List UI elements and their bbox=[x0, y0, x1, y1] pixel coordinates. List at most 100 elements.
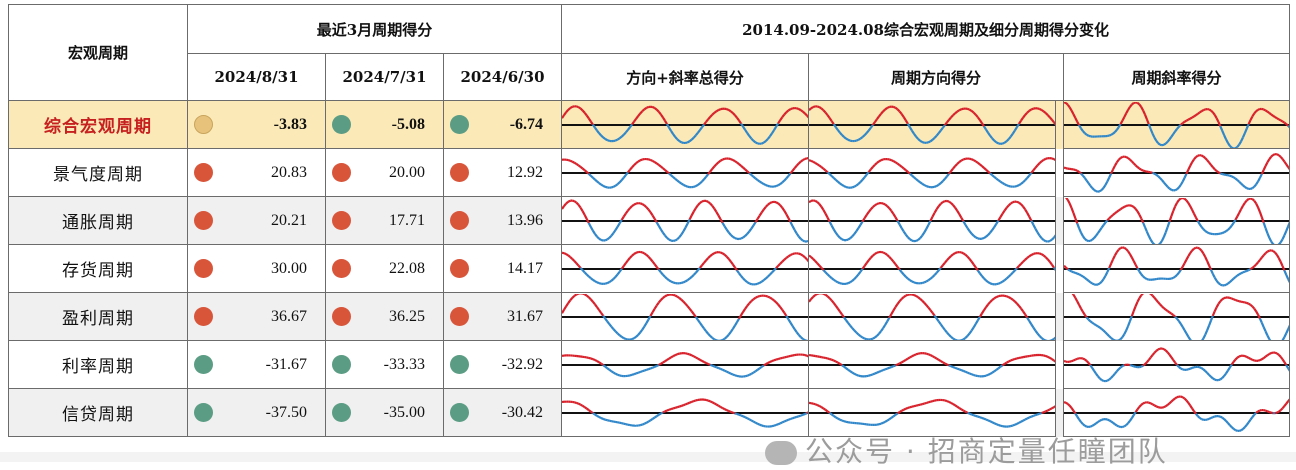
sparkline-segment bbox=[1277, 118, 1279, 119]
sparkline-segment bbox=[1046, 158, 1048, 159]
sparkline-segment bbox=[885, 321, 887, 325]
sparkline-segment bbox=[1243, 427, 1245, 429]
sparkline-segment bbox=[1107, 177, 1109, 181]
score-value: 17.71 bbox=[389, 212, 425, 230]
sparkline-segment bbox=[844, 421, 846, 422]
sparkline-segment bbox=[1239, 141, 1241, 144]
sparkline-segment bbox=[599, 283, 601, 284]
sparkline-segment bbox=[1166, 184, 1168, 186]
sparkline-segment bbox=[583, 405, 585, 406]
sparkline-segment bbox=[1040, 235, 1042, 238]
sparkline-segment bbox=[1111, 337, 1113, 338]
sparkline-segment bbox=[727, 229, 729, 232]
sparkline-segment bbox=[648, 420, 650, 421]
sparkline-segment bbox=[611, 278, 613, 280]
sparkline-segment bbox=[1072, 207, 1074, 212]
sparkline-segment bbox=[702, 179, 704, 181]
sparkline-segment bbox=[1031, 415, 1033, 416]
sparkline-segment bbox=[655, 365, 657, 366]
sparkline-segment bbox=[902, 297, 904, 299]
sparkline-segment bbox=[1092, 237, 1094, 239]
sparkline-segment bbox=[1217, 280, 1219, 282]
sparkline-segment bbox=[858, 181, 860, 183]
sparkline-segment bbox=[749, 301, 751, 303]
sparkline-segment bbox=[716, 404, 718, 405]
sparkline-segment bbox=[842, 134, 844, 136]
sparkline-segment bbox=[805, 158, 807, 159]
sparkline-segment bbox=[1241, 137, 1243, 141]
watermark-text: 公众号 · 招商定量任瞳团队 bbox=[805, 435, 1168, 468]
sparkline-segment bbox=[1220, 233, 1222, 234]
sparkline-segment bbox=[805, 113, 807, 115]
sparkline-segment bbox=[1218, 301, 1220, 304]
sparkline-segment bbox=[659, 225, 661, 228]
sparkline-segment bbox=[700, 265, 702, 268]
sparkline-segment bbox=[978, 416, 980, 417]
sparkline-segment bbox=[1171, 399, 1173, 401]
sparkline-segment bbox=[737, 162, 739, 164]
sparkline-segment bbox=[725, 254, 727, 256]
signal-dot-icon bbox=[194, 115, 213, 134]
sparkline-segment bbox=[578, 403, 580, 404]
sparkline-segment bbox=[698, 183, 700, 185]
sparkline-segment bbox=[696, 399, 698, 400]
sparkline-segment bbox=[1141, 274, 1143, 276]
sparkline-segment bbox=[1188, 253, 1190, 256]
sparkline-segment bbox=[972, 110, 974, 112]
sparkline-segment bbox=[937, 206, 939, 209]
sparkline-segment bbox=[636, 161, 638, 163]
sparkline-segment bbox=[576, 163, 578, 164]
sparkline-segment bbox=[922, 282, 924, 283]
sparkline-segment bbox=[1160, 178, 1162, 180]
sparkline-segment bbox=[667, 237, 669, 239]
sparkline-segment bbox=[869, 209, 871, 212]
sparkline-segment bbox=[739, 315, 741, 318]
sparkline-segment bbox=[1269, 412, 1271, 413]
sparkline-segment bbox=[784, 210, 786, 214]
sparkline-segment bbox=[1023, 206, 1025, 209]
sparkline-segment bbox=[595, 179, 597, 181]
sparkline-svg bbox=[562, 198, 809, 244]
sparkline-segment bbox=[1145, 362, 1147, 364]
sparkline-segment bbox=[889, 159, 891, 160]
sparkline-segment bbox=[780, 205, 782, 207]
sparkline-segment bbox=[1267, 353, 1269, 354]
sparkline-segment bbox=[1224, 135, 1226, 139]
sparkline-segment bbox=[642, 370, 644, 371]
sparkline-segment bbox=[957, 162, 959, 164]
sparkline-segment bbox=[1042, 238, 1044, 240]
sparkline-segment bbox=[593, 279, 595, 280]
sparkline-segment bbox=[811, 107, 813, 108]
sparkline-segment bbox=[854, 231, 856, 234]
sparkline-segment bbox=[1213, 416, 1215, 417]
sparkline-segment bbox=[1239, 181, 1241, 183]
sparkline-segment bbox=[673, 355, 675, 356]
sparkline-segment bbox=[902, 361, 904, 362]
sparkline-segment bbox=[1207, 418, 1209, 419]
sparkline-segment bbox=[1203, 253, 1205, 257]
sparkline-segment bbox=[780, 422, 782, 423]
sparkline-segment bbox=[935, 135, 937, 137]
sparkline-segment bbox=[675, 136, 677, 138]
sparkline-segment bbox=[1115, 211, 1117, 212]
sparkline-segment bbox=[1105, 181, 1107, 184]
sparkline-segment bbox=[1267, 335, 1269, 339]
sparkline-segment bbox=[926, 353, 928, 354]
sparkline-segment bbox=[809, 108, 811, 110]
sparkline-segment bbox=[1166, 350, 1168, 352]
sparkline-segment bbox=[1075, 218, 1077, 223]
sparkline-segment bbox=[1017, 303, 1019, 305]
sparkline-segment bbox=[671, 175, 673, 177]
sparkline-segment bbox=[970, 330, 972, 333]
sparkline-segment bbox=[1098, 420, 1100, 421]
sparkline-segment bbox=[996, 178, 998, 180]
sparkline-segment bbox=[906, 120, 908, 123]
sparkline-segment bbox=[1273, 115, 1275, 116]
sparkline-segment bbox=[902, 228, 904, 231]
sparkline-segment bbox=[1105, 332, 1107, 334]
sparkline-segment bbox=[801, 414, 803, 415]
sparkline-segment bbox=[1122, 334, 1124, 337]
sparkline-segment bbox=[1064, 167, 1066, 168]
sparkline-segment bbox=[1134, 261, 1136, 265]
